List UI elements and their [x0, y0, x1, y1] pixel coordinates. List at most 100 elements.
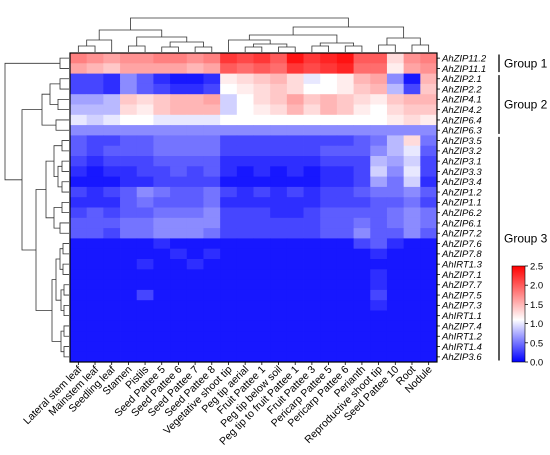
- heatmap-cell: [386, 331, 405, 342]
- heatmap-cell: [403, 300, 421, 311]
- heatmap-cell: [336, 341, 354, 353]
- heatmap-cell: [253, 207, 271, 219]
- heatmap-cell: [286, 351, 304, 363]
- heatmap-cell: [186, 94, 204, 105]
- heatmap-cell: [420, 310, 438, 322]
- heatmap-cell: [153, 94, 171, 105]
- heatmap-cell: [386, 320, 405, 332]
- heatmap-cell: [153, 320, 171, 332]
- row-label: AhZIP1.1: [441, 198, 482, 209]
- heatmap-cell: [120, 125, 138, 136]
- heatmap-cell: [253, 135, 271, 147]
- heatmap-cell: [303, 279, 321, 291]
- heatmap-cell: [170, 269, 188, 280]
- heatmap-cell: [86, 259, 104, 270]
- dendrogram-branch: [61, 160, 69, 172]
- heatmap-cell: [420, 207, 438, 219]
- heatmap-cell: [136, 341, 154, 353]
- heatmap-cell: [236, 207, 254, 219]
- heatmap-cell: [286, 341, 304, 353]
- color-scale-legend: 0.0 0.5 1.0 1.5 2.0 2.5: [511, 262, 543, 369]
- group-label: Group 1: [504, 56, 548, 70]
- heatmap-cell: [320, 207, 338, 219]
- dendrogram-branch: [292, 26, 405, 38]
- color-scale-tick-label: 1.5: [530, 300, 543, 311]
- heatmap-cell: [70, 207, 88, 219]
- heatmap-cell: [186, 341, 204, 353]
- heatmap-cell: [336, 207, 354, 219]
- heatmap-cell: [236, 300, 254, 311]
- heatmap-cell: [353, 104, 371, 116]
- heatmap-cell: [336, 269, 354, 280]
- heatmap-cell: [186, 104, 204, 116]
- heatmap-cell: [136, 217, 154, 229]
- heatmap-cell: [386, 125, 405, 136]
- heatmap-cell: [220, 331, 238, 342]
- row-label: AhZIP11.1: [441, 64, 486, 75]
- heatmap-cell: [70, 269, 88, 280]
- heatmap-cell: [236, 53, 254, 64]
- heatmap-cell: [236, 310, 254, 322]
- heatmap-cell: [220, 217, 238, 229]
- heatmap-cell: [136, 289, 154, 301]
- heatmap-cell: [70, 259, 88, 270]
- heatmap-cell: [370, 114, 388, 126]
- heatmap-cell: [203, 73, 221, 85]
- heatmap-cell: [336, 351, 354, 363]
- heatmap-cell: [253, 197, 271, 208]
- heatmap-cell: [320, 331, 338, 342]
- heatmap-cell: [103, 53, 121, 64]
- heatmap-cell: [236, 197, 254, 208]
- heatmap-cell: [86, 341, 104, 353]
- heatmap-cell: [70, 145, 88, 157]
- heatmap-cells: [69, 52, 438, 363]
- heatmap-cell: [86, 83, 104, 95]
- heatmap-cell: [420, 53, 438, 64]
- heatmap-cell: [203, 351, 221, 363]
- heatmap-cell: [186, 248, 204, 260]
- row-label: AhZIP2.1: [441, 74, 482, 85]
- heatmap-cell: [353, 145, 371, 157]
- heatmap-cell: [253, 289, 271, 301]
- heatmap-cell: [236, 238, 254, 250]
- heatmap-cell: [353, 207, 371, 219]
- heatmap-cell: [186, 73, 204, 85]
- heatmap-cell: [186, 300, 204, 311]
- dendrogram-branch: [49, 83, 60, 105]
- heatmap-cell: [403, 53, 421, 64]
- heatmap-cell: [353, 156, 371, 167]
- heatmap-cell: [336, 83, 354, 95]
- heatmap-cell: [220, 166, 238, 177]
- heatmap-cell: [153, 125, 171, 136]
- heatmap-cell: [420, 331, 438, 342]
- heatmap-cell: [203, 300, 221, 311]
- heatmap-cell: [136, 197, 154, 208]
- heatmap-cell: [320, 289, 338, 301]
- heatmap-cell: [103, 197, 121, 208]
- heatmap-cell: [403, 331, 421, 342]
- row-labels: AhZIP11.2AhZIP11.1AhZIP2.1AhZIP2.2AhZIP4…: [437, 53, 487, 363]
- heatmap-cell: [303, 331, 321, 342]
- heatmap-cell: [103, 289, 121, 301]
- heatmap-cell: [320, 300, 338, 311]
- heatmap-cell: [220, 320, 238, 332]
- heatmap-cell: [320, 83, 338, 95]
- heatmap-cell: [70, 53, 88, 64]
- heatmap-cell: [370, 351, 388, 363]
- heatmap-cell: [336, 145, 354, 157]
- heatmap-cell: [320, 73, 338, 85]
- heatmap-cell: [386, 300, 405, 311]
- heatmap-cell: [386, 207, 405, 219]
- heatmap-cell: [70, 73, 88, 85]
- heatmap-cell: [336, 289, 354, 301]
- heatmap-cell: [136, 186, 154, 198]
- heatmap-cell: [286, 259, 304, 270]
- heatmap-cell: [136, 228, 154, 239]
- heatmap-cell: [403, 238, 421, 250]
- heatmap-cell: [136, 83, 154, 95]
- heatmap-cell: [220, 341, 238, 353]
- heatmap-cell: [220, 238, 238, 250]
- dendrogram-branch: [319, 42, 354, 46]
- heatmap-cell: [103, 217, 121, 229]
- heatmap-cell: [120, 186, 138, 198]
